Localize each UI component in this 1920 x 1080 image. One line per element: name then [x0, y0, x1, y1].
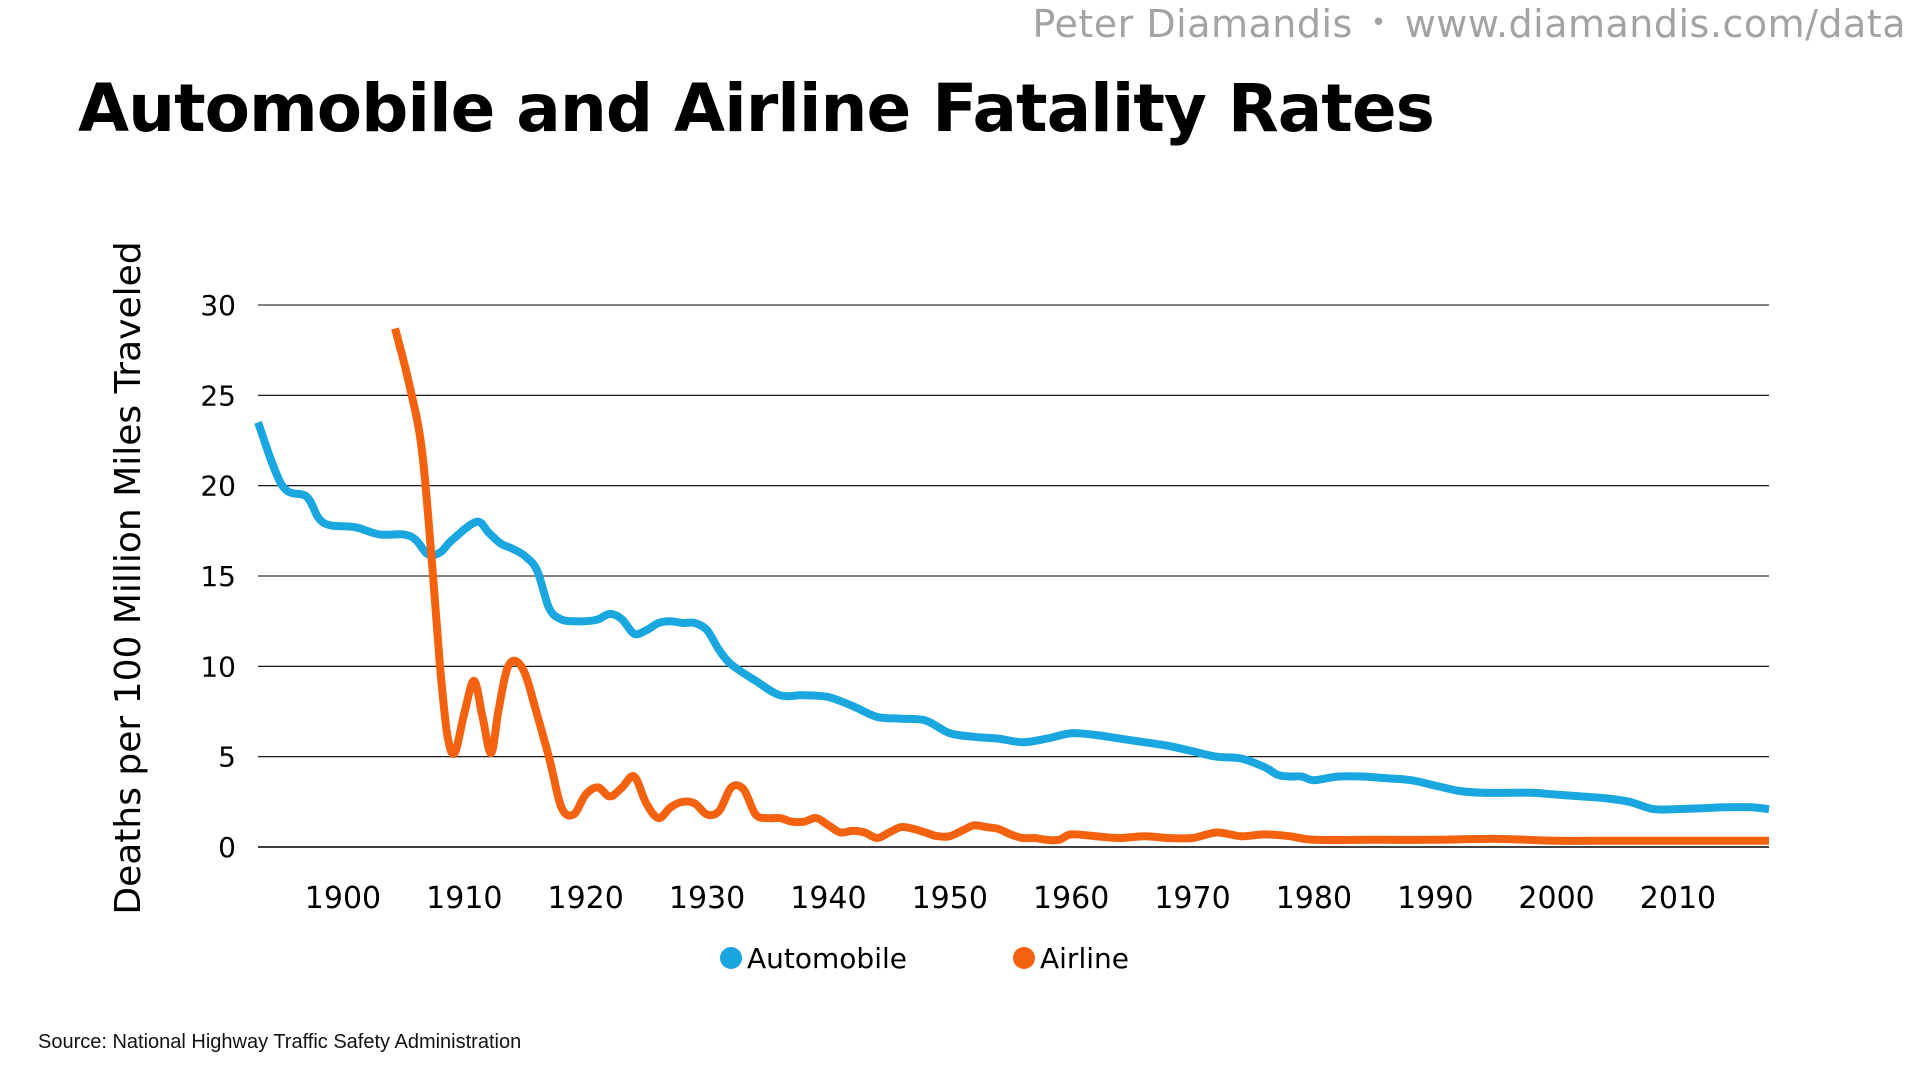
x-tick-label: 1950	[912, 881, 988, 916]
y-tick-label: 30	[200, 289, 236, 322]
legend-label-automobile: Automobile	[747, 942, 907, 975]
x-tick-label: 1940	[790, 881, 866, 916]
series-line-airline	[391, 327, 1769, 845]
header-brand: Peter Diamandis • www.diamandis.com/data	[1032, 2, 1906, 46]
x-tick-label: 2010	[1640, 881, 1716, 916]
series-line-automobile	[254, 420, 1770, 814]
x-tick-label: 1990	[1397, 881, 1473, 916]
y-tick-label: 0	[218, 831, 236, 864]
y-tick-label: 10	[200, 650, 236, 683]
x-tick-label: 1900	[305, 881, 381, 916]
y-axis-label: Deaths per 100 Million Miles Traveled	[108, 241, 149, 914]
x-tick-label: 1910	[426, 881, 502, 916]
legend-marker-automobile	[720, 947, 742, 969]
y-axis-ticks: 0 5 10 15 20 25 30	[200, 289, 236, 864]
y-tick-label: 5	[218, 741, 236, 774]
x-tick-label: 1980	[1276, 881, 1352, 916]
legend-label-airline: Airline	[1040, 942, 1129, 975]
grid-lines	[258, 304, 1769, 848]
y-tick-label: 15	[200, 560, 236, 593]
source-note: Source: National Highway Traffic Safety …	[38, 1031, 522, 1053]
y-tick-label: 20	[200, 470, 236, 503]
website-link[interactable]: www.diamandis.com/data	[1404, 2, 1906, 46]
x-tick-label: 1920	[548, 881, 624, 916]
x-tick-label: 1930	[669, 881, 745, 916]
legend-marker-airline	[1013, 947, 1035, 969]
x-tick-label: 1970	[1154, 881, 1230, 916]
x-tick-label: 2000	[1518, 881, 1594, 916]
x-tick-label: 1960	[1033, 881, 1109, 916]
legend: Automobile Airline	[720, 942, 1129, 975]
separator-dot: •	[1370, 8, 1387, 38]
x-axis-ticks: 1900 1910 1920 1930 1940 1950 1960 1970 1980 1990…	[305, 881, 1716, 916]
page-title: Automobile and Airline Fatality Rates	[78, 70, 1435, 147]
author-name: Peter Diamandis	[1032, 2, 1353, 46]
series-lines	[254, 327, 1770, 845]
y-tick-label: 25	[200, 379, 236, 412]
